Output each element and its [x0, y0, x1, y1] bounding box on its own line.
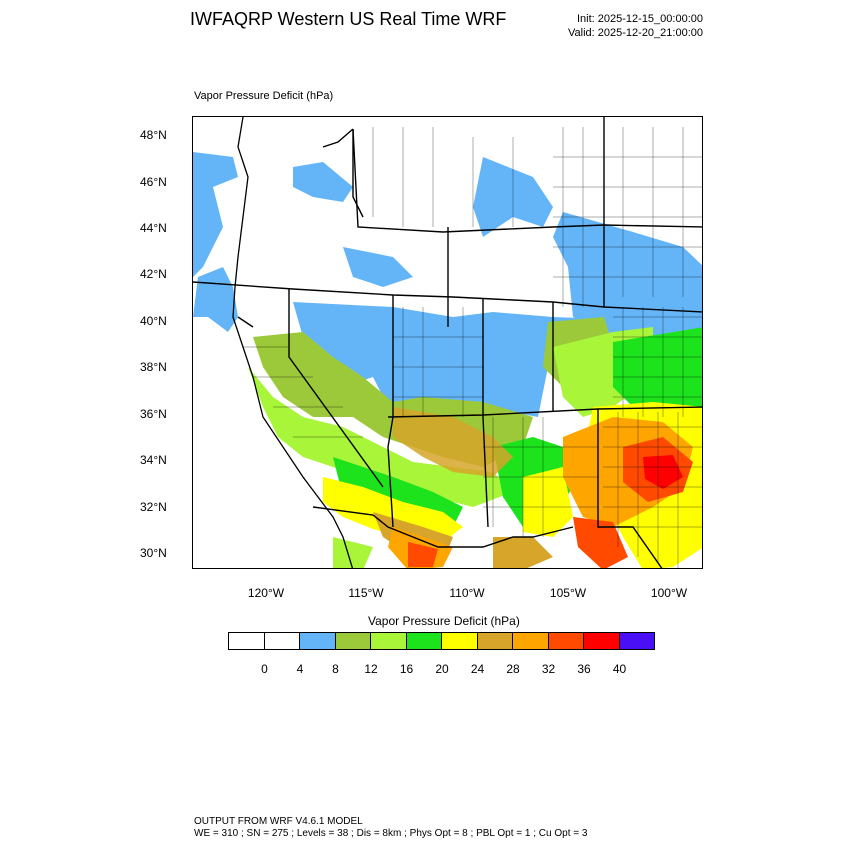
ocean-mask — [193, 317, 333, 568]
lat-label-44: 44°N — [140, 221, 167, 235]
lat-label-46: 46°N — [140, 175, 167, 189]
legend-tick-label: 20 — [435, 662, 449, 676]
legend-colorbar — [228, 632, 655, 650]
lon-label-100: 100°W — [650, 586, 688, 600]
county-lines — [243, 127, 702, 568]
legend-tick-label: 40 — [612, 662, 627, 676]
lat-label-34: 34°N — [140, 453, 167, 467]
legend-swatch-1 — [263, 632, 300, 650]
map-title: IWFAQRP Western US Real Time WRF — [190, 9, 507, 29]
legend-tick-label: 28 — [506, 662, 520, 676]
legend-tick-label: 0 — [261, 662, 268, 676]
legend-tick-label: 24 — [470, 662, 485, 676]
lat-label-32: 32°N — [140, 500, 167, 514]
vpd-band-32-36 — [408, 437, 693, 568]
legend-tick-label: 32 — [541, 662, 556, 676]
legend-swatch-6 — [441, 632, 478, 650]
legend-swatch-9 — [547, 632, 584, 650]
legend-swatch-2 — [299, 632, 336, 650]
lat-label-42: 42°N — [140, 267, 167, 281]
legend-title: Vapor Pressure Deficit (hPa) — [368, 614, 520, 628]
lat-label-40: 40°N — [140, 314, 167, 328]
lat-label-36: 36°N — [140, 407, 167, 421]
legend-swatch-8 — [512, 632, 549, 650]
legend-swatch-7 — [476, 632, 513, 650]
vpd-map — [193, 117, 702, 568]
legend-swatch-3 — [334, 632, 371, 650]
init-time: Init: 2025-12-15_00:00:00 — [577, 13, 703, 25]
legend-tick-label: 12 — [364, 662, 378, 676]
footer-model-line: OUTPUT FROM WRF V4.6.1 MODEL — [194, 816, 363, 827]
lon-label-115: 115°W — [348, 586, 384, 600]
map-panel — [192, 116, 703, 569]
legend-swatch-4 — [370, 632, 407, 650]
coastline — [232, 117, 354, 568]
lon-label-120: 120°W — [247, 586, 285, 600]
lon-label-110: 110°W — [449, 586, 485, 600]
lat-label-30: 30°N — [140, 546, 167, 560]
legend-swatch-11 — [618, 632, 655, 650]
lat-label-48: 48°N — [140, 128, 167, 142]
legend-tick-label: 16 — [399, 662, 414, 676]
legend-swatch-5 — [405, 632, 442, 650]
lon-label-105: 105°W — [549, 586, 587, 600]
map-variable-label: Vapor Pressure Deficit (hPa) — [194, 90, 334, 102]
valid-time: Valid: 2025-12-20_21:00:00 — [568, 27, 703, 39]
legend-swatch-0 — [228, 632, 265, 650]
legend-tick-label: 8 — [332, 662, 339, 676]
footer-config-line: WE = 310 ; SN = 275 ; Levels = 38 ; Dis … — [194, 828, 588, 839]
vpd-band-36-40 — [643, 455, 683, 489]
legend-tick-label: 36 — [577, 662, 591, 676]
lat-label-38: 38°N — [140, 360, 167, 374]
legend-tick-label: 4 — [296, 662, 304, 676]
state-borders — [193, 117, 702, 568]
legend-swatch-10 — [583, 632, 620, 650]
